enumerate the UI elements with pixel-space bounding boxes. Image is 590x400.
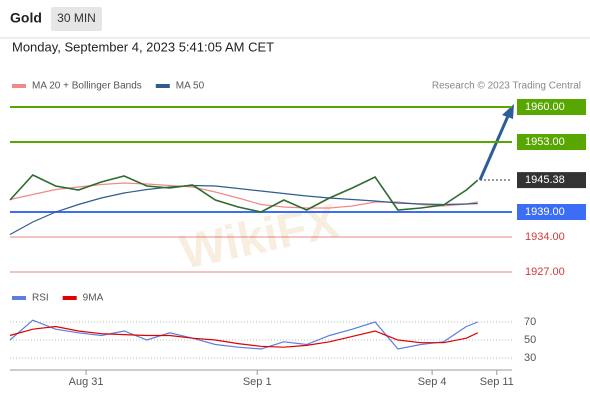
level-label-box [517, 204, 586, 220]
series-line [9, 184, 478, 236]
y-tick-label: 30 [524, 352, 536, 364]
level-label: 1927.00 [525, 266, 565, 278]
legend-swatch [12, 84, 26, 88]
level-label: 1934.00 [525, 231, 565, 243]
x-tick-label: Aug 31 [69, 376, 104, 388]
level-label-box [517, 134, 586, 150]
level-label: 1939.00 [525, 206, 565, 218]
y-tick-label: 70 [524, 316, 536, 328]
forecast-arrow [478, 115, 510, 181]
x-tick-label: Sep 11 [480, 376, 514, 388]
level-label: 1953.00 [525, 136, 565, 148]
level-label: 1945.38 [525, 174, 565, 186]
legend-swatch [12, 296, 26, 300]
level-label-box [517, 172, 586, 189]
level-label: 1960.00 [525, 101, 565, 113]
series-line [9, 325, 479, 348]
timeframe-badge [51, 7, 102, 31]
price-line [9, 174, 479, 213]
series-line [9, 319, 478, 350]
x-tick-label: Sep 4 [418, 376, 447, 388]
instrument-title: Gold [10, 10, 42, 26]
legend-label: 9MA [83, 293, 104, 304]
level-label-box [517, 99, 586, 115]
legend-label: RSI [32, 293, 49, 304]
y-tick-label: 50 [524, 334, 536, 346]
timeframe: 30 MIN [57, 11, 96, 25]
legend-swatch [62, 296, 77, 300]
legend-swatch [155, 84, 170, 88]
datetime: Monday, September 4, 2023 5:41:05 AM CET [12, 39, 274, 54]
legend-label: MA 50 [176, 81, 205, 92]
legend-label: MA 20 + Bollinger Bands [32, 81, 142, 92]
x-tick-label: Sep 1 [243, 376, 272, 388]
source: Research © 2023 Trading Central [432, 81, 581, 92]
